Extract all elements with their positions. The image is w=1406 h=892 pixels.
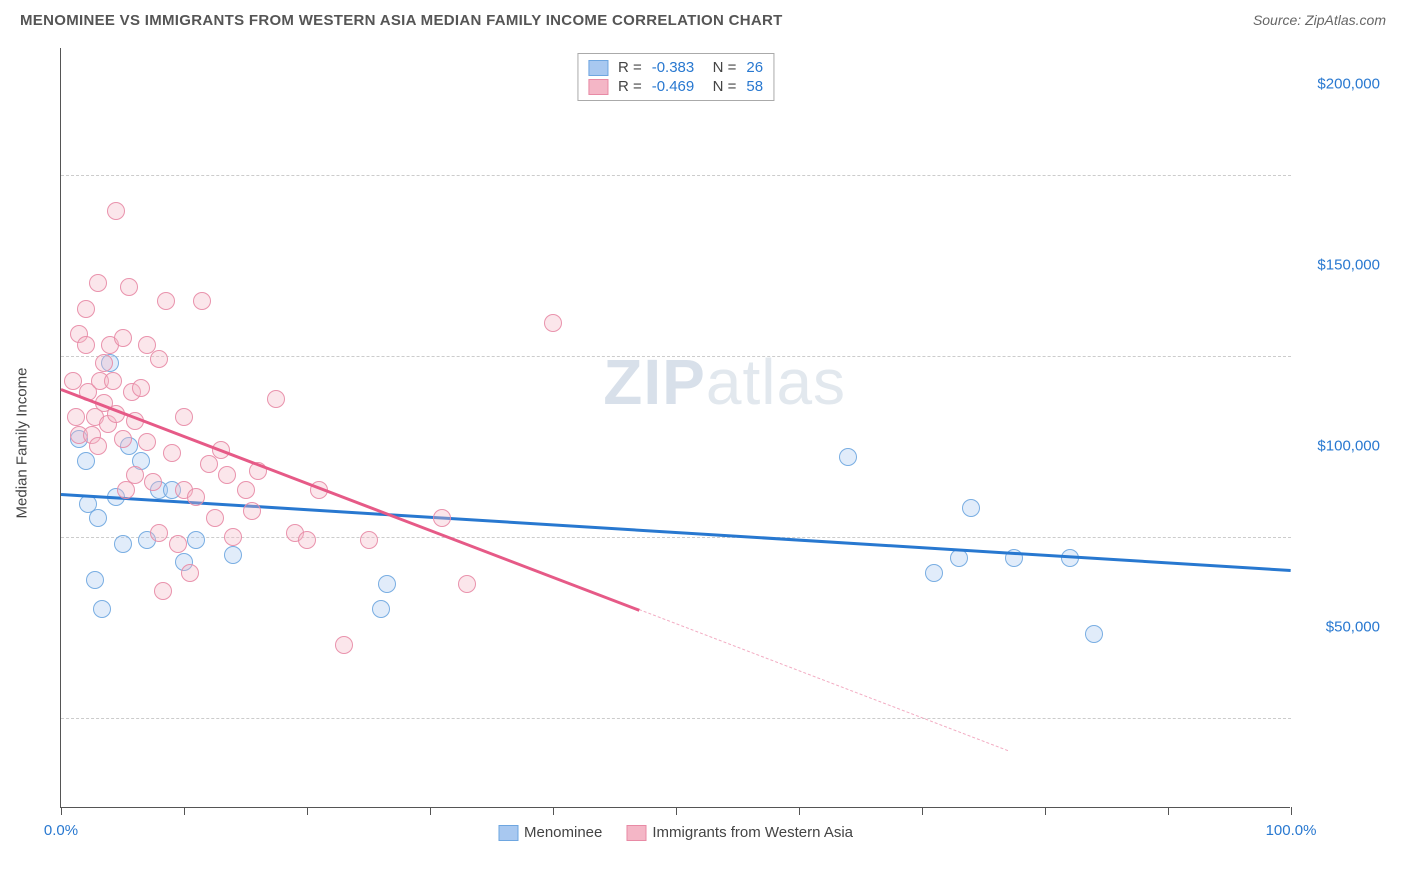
- scatter-point: [335, 636, 353, 654]
- legend-swatch-icon: [588, 79, 608, 95]
- scatter-point: [138, 433, 156, 451]
- x-tick: [1291, 807, 1292, 815]
- legend-item: Menominee: [498, 824, 602, 841]
- scatter-point: [150, 350, 168, 368]
- scatter-point: [93, 600, 111, 618]
- scatter-point: [163, 444, 181, 462]
- plot-area: ZIPatlas R = -0.383 N = 26 R = -0.469 N …: [60, 48, 1290, 808]
- legend-n-value: 26: [746, 59, 763, 76]
- scatter-point: [77, 336, 95, 354]
- scatter-point: [169, 535, 187, 553]
- scatter-point: [544, 314, 562, 332]
- legend-swatch-icon: [588, 60, 608, 76]
- scatter-point: [86, 571, 104, 589]
- trend-line: [639, 609, 1008, 751]
- scatter-point: [157, 292, 175, 310]
- legend-n-label: N =: [704, 78, 736, 95]
- scatter-point: [89, 509, 107, 527]
- scatter-point: [206, 509, 224, 527]
- scatter-point: [144, 473, 162, 491]
- scatter-point: [120, 278, 138, 296]
- scatter-point: [224, 528, 242, 546]
- y-tick-label: $50,000: [1300, 619, 1380, 636]
- gridline: [61, 718, 1291, 719]
- legend-item: Immigrants from Western Asia: [626, 824, 853, 841]
- x-tick-label: 100.0%: [1266, 822, 1317, 839]
- legend-swatch-icon: [498, 825, 518, 841]
- scatter-point: [126, 466, 144, 484]
- scatter-point: [193, 292, 211, 310]
- gridline: [61, 356, 1291, 357]
- x-tick: [1168, 807, 1169, 815]
- x-tick: [553, 807, 554, 815]
- scatter-point: [839, 448, 857, 466]
- scatter-point: [114, 535, 132, 553]
- scatter-point: [298, 531, 316, 549]
- scatter-point: [77, 300, 95, 318]
- scatter-point: [107, 202, 125, 220]
- legend-bottom: Menominee Immigrants from Western Asia: [498, 824, 853, 841]
- x-tick: [430, 807, 431, 815]
- plot-container: Median Family Income ZIPatlas R = -0.383…: [50, 48, 1386, 838]
- x-tick: [676, 807, 677, 815]
- legend-r-label: R =: [618, 59, 642, 76]
- legend-r-value: -0.383: [652, 59, 695, 76]
- scatter-point: [181, 564, 199, 582]
- scatter-point: [114, 430, 132, 448]
- scatter-point: [200, 455, 218, 473]
- x-tick: [61, 807, 62, 815]
- legend-label: Immigrants from Western Asia: [652, 824, 853, 841]
- x-tick: [799, 807, 800, 815]
- scatter-point: [154, 582, 172, 600]
- gridline: [61, 175, 1291, 176]
- y-tick-label: $150,000: [1300, 257, 1380, 274]
- scatter-point: [95, 354, 113, 372]
- y-tick-label: $100,000: [1300, 438, 1380, 455]
- legend-r-label: R =: [618, 78, 642, 95]
- scatter-point: [89, 437, 107, 455]
- legend-stats-row: R = -0.383 N = 26: [588, 58, 763, 77]
- scatter-point: [224, 546, 242, 564]
- legend-r-value: -0.469: [652, 78, 695, 95]
- scatter-point: [243, 502, 261, 520]
- legend-swatch-icon: [626, 825, 646, 841]
- scatter-point: [1085, 625, 1103, 643]
- x-tick: [307, 807, 308, 815]
- x-tick: [184, 807, 185, 815]
- x-tick-label: 0.0%: [44, 822, 78, 839]
- source-label: Source: ZipAtlas.com: [1253, 12, 1386, 28]
- scatter-point: [187, 531, 205, 549]
- legend-stats-row: R = -0.469 N = 58: [588, 77, 763, 96]
- legend-stats-box: R = -0.383 N = 26 R = -0.469 N = 58: [577, 53, 774, 101]
- x-tick: [922, 807, 923, 815]
- scatter-point: [89, 274, 107, 292]
- gridline: [61, 537, 1291, 538]
- scatter-point: [175, 408, 193, 426]
- scatter-point: [187, 488, 205, 506]
- scatter-point: [132, 379, 150, 397]
- legend-n-value: 58: [746, 78, 763, 95]
- scatter-point: [104, 372, 122, 390]
- scatter-point: [114, 329, 132, 347]
- scatter-point: [218, 466, 236, 484]
- scatter-point: [267, 390, 285, 408]
- scatter-point: [237, 481, 255, 499]
- legend-label: Menominee: [524, 824, 602, 841]
- scatter-point: [378, 575, 396, 593]
- scatter-point: [962, 499, 980, 517]
- chart-title: MENOMINEE VS IMMIGRANTS FROM WESTERN ASI…: [20, 12, 783, 29]
- scatter-point: [372, 600, 390, 618]
- legend-n-label: N =: [704, 59, 736, 76]
- scatter-point: [360, 531, 378, 549]
- scatter-point: [77, 452, 95, 470]
- scatter-point: [433, 509, 451, 527]
- scatter-point: [150, 524, 168, 542]
- y-axis-label: Median Family Income: [14, 368, 31, 519]
- scatter-point: [67, 408, 85, 426]
- y-tick-label: $200,000: [1300, 76, 1380, 93]
- scatter-point: [925, 564, 943, 582]
- scatter-point: [950, 549, 968, 567]
- x-tick: [1045, 807, 1046, 815]
- scatter-point: [458, 575, 476, 593]
